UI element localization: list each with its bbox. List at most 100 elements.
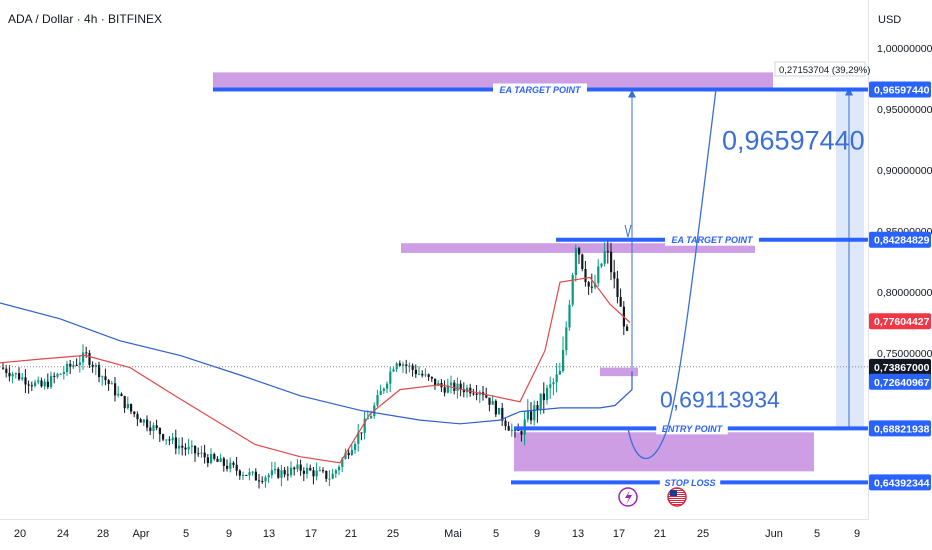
candle-body — [418, 373, 421, 375]
candle-body — [382, 388, 385, 391]
candle-body — [280, 470, 283, 478]
candle-body — [398, 363, 401, 366]
candle-body — [235, 464, 238, 471]
candle-body — [590, 286, 593, 288]
candle-body — [203, 452, 206, 458]
candle-body — [290, 467, 293, 476]
candle-body — [200, 452, 203, 454]
annotation-entry-price: 0,69113934 — [660, 387, 780, 413]
candle-body — [136, 414, 139, 420]
time-tick: 9 — [226, 528, 232, 540]
candle-body — [613, 272, 616, 279]
candle-body — [133, 411, 136, 415]
candle-body — [254, 471, 257, 481]
candle-body — [146, 419, 149, 428]
candle-body — [184, 447, 187, 450]
candle-body — [277, 468, 280, 478]
candle-body — [315, 470, 318, 477]
candle-body — [8, 372, 11, 377]
candle-body — [91, 364, 94, 367]
candle-body — [421, 373, 424, 376]
candle-body — [126, 403, 129, 409]
candle-body — [411, 365, 414, 370]
time-tick: Apr — [132, 528, 149, 540]
currency-label[interactable]: USD — [878, 14, 902, 26]
candle-body — [504, 420, 507, 427]
time-tick: 5 — [183, 528, 189, 540]
time-tick: 20 — [14, 528, 26, 540]
level-label-bg — [659, 476, 721, 489]
candle-body — [219, 458, 222, 462]
candle-body — [360, 432, 363, 434]
candle-body — [18, 373, 21, 380]
candle-body — [187, 446, 190, 450]
candle-body — [114, 383, 117, 396]
candle-body — [450, 382, 453, 386]
candle-body — [568, 304, 571, 328]
candle-body — [50, 375, 53, 387]
candle-body — [587, 282, 590, 287]
candle-body — [533, 405, 536, 421]
level-label: EA TARGET POINT — [672, 235, 755, 245]
candle-body — [322, 470, 325, 472]
target-zone — [401, 243, 755, 253]
price-label: 0,72640967 — [874, 377, 930, 389]
price-label-bg — [869, 313, 931, 330]
time-axis-separator — [0, 519, 868, 520]
price-tick: 1,00000000 — [877, 43, 932, 55]
candle-body — [56, 373, 59, 377]
candle-body — [302, 470, 305, 474]
candle-body — [600, 263, 603, 267]
candle-body — [75, 364, 78, 366]
candle-body — [78, 362, 81, 365]
candle-body — [88, 352, 91, 365]
chart-title: ADA / Dollar · 4h · BITFINEX — [8, 12, 163, 26]
candle-body — [123, 395, 126, 409]
candle-body — [190, 445, 193, 447]
candle-body — [552, 382, 555, 385]
candle-body — [501, 407, 504, 421]
candle-body — [309, 467, 312, 471]
candle-body — [408, 365, 411, 367]
lightning-icon[interactable] — [618, 487, 638, 507]
candle-body — [530, 411, 533, 421]
time-tick: Jun — [765, 528, 783, 540]
candle-body — [338, 466, 341, 471]
projection-curve — [627, 89, 717, 459]
us-flag-icon[interactable] — [667, 487, 687, 507]
candle-body — [443, 387, 446, 393]
peak-arrow — [624, 224, 632, 238]
candle-body — [216, 458, 219, 462]
candle-body — [494, 400, 497, 415]
candle-body — [229, 462, 232, 469]
candle-body — [11, 374, 14, 377]
candle-body — [376, 395, 379, 406]
moving-average-line — [0, 302, 633, 425]
price-label: 0,64392344 — [874, 477, 930, 489]
price-tick: 0,95000000 — [877, 104, 932, 116]
candle-body — [453, 382, 456, 391]
price-label: 0,68821938 — [874, 423, 930, 435]
candle-body — [59, 373, 62, 375]
candle-body — [130, 403, 133, 412]
candle-body — [46, 381, 49, 387]
candle-body — [296, 464, 299, 470]
time-tick: 28 — [97, 528, 109, 540]
candle-body — [510, 429, 513, 431]
candle-body — [475, 393, 478, 395]
candle-body — [43, 381, 46, 387]
candle-body — [549, 384, 552, 388]
time-tick: Mai — [444, 528, 462, 540]
price-tick: 0,90000000 — [877, 165, 932, 177]
candle-body — [389, 371, 392, 384]
candle-body — [328, 478, 331, 480]
candle-body — [334, 470, 337, 474]
candle-body — [251, 471, 254, 473]
candle-body — [542, 393, 545, 400]
candle-body — [206, 457, 209, 464]
candle-body — [142, 419, 145, 423]
candle-body — [152, 425, 155, 432]
candle-body — [261, 480, 264, 482]
candle-body — [232, 462, 235, 465]
